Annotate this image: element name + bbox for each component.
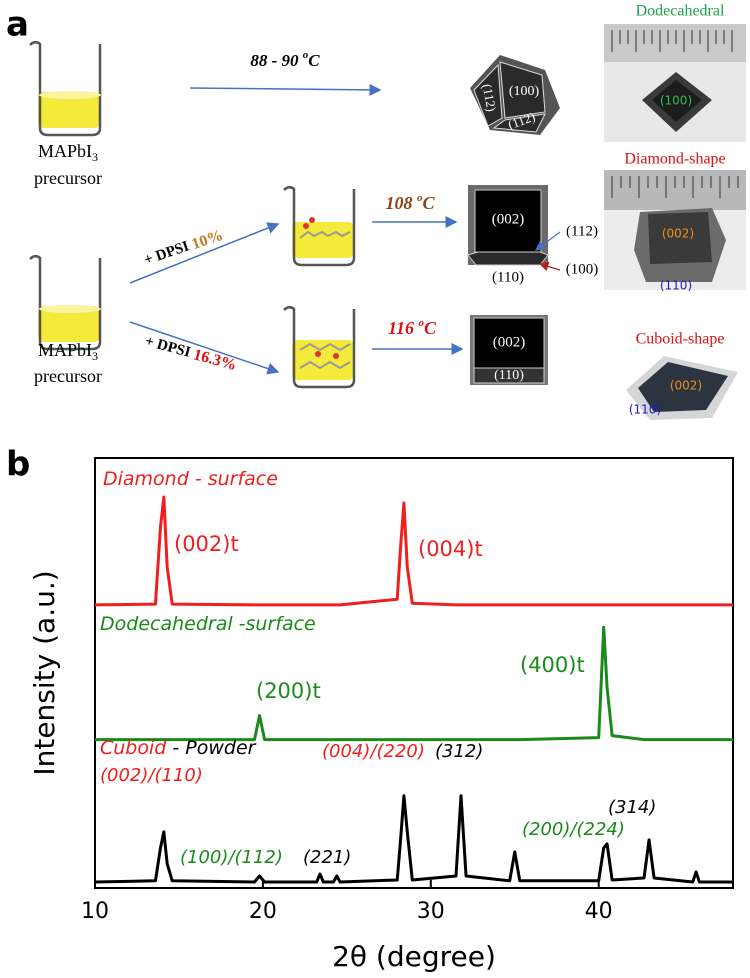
- photo-title: Diamond-shape: [624, 151, 725, 168]
- beaker: [283, 186, 356, 267]
- temp-value: 88 - 90: [250, 51, 302, 70]
- temperature: 108 oC: [385, 192, 435, 214]
- peak-label: (002)/(110): [100, 765, 203, 786]
- additive-name: + DPSI: [143, 334, 196, 362]
- crystal-dodecahedral: [470, 55, 560, 135]
- panel-label: b: [6, 445, 30, 485]
- series-name-suffix: - Powder: [166, 737, 256, 759]
- formula: MAPbI: [38, 141, 92, 161]
- temperature: 88 - 90 oC: [250, 49, 320, 70]
- temp-sup: o: [303, 49, 309, 61]
- beaker: [29, 255, 102, 351]
- temp-sup: o: [419, 317, 425, 329]
- x-tick-label: 40: [585, 899, 613, 924]
- face-label: (112): [480, 83, 500, 113]
- series-name: Dodecahedral -surface: [100, 613, 316, 635]
- peak-label: (400)t: [520, 653, 585, 677]
- precursor-name: MAPbI3: [38, 141, 98, 164]
- x-tick-label: 30: [417, 899, 445, 924]
- temp-unit: C: [424, 318, 437, 338]
- additive: + DPSI 16.3%: [143, 333, 238, 374]
- temp-unit: C: [308, 51, 320, 70]
- crystal-diamond: [467, 185, 549, 266]
- peak-label: (221): [303, 847, 351, 868]
- peak-label: (200)t: [256, 679, 321, 703]
- additive-name: + DPSI: [142, 238, 195, 269]
- temp-value: 116: [388, 318, 419, 338]
- face-label: (100): [566, 261, 599, 277]
- peak-label: (004)/(220): [322, 741, 425, 762]
- plot: 10 20 30 40 Diamond - surface Dodecahedral -s…: [81, 468, 733, 924]
- series-line: [94, 794, 733, 884]
- peak-label: (002)t: [174, 532, 239, 556]
- temp-sup: o: [417, 192, 423, 204]
- face-label: (112): [566, 223, 598, 239]
- beaker: [29, 41, 102, 137]
- photo: [626, 356, 738, 420]
- peak-label: (312): [435, 741, 483, 762]
- photo-face: (100): [660, 94, 692, 108]
- x-tick-label: 10: [81, 899, 109, 924]
- photo: [604, 170, 746, 290]
- pointer: [535, 231, 561, 251]
- photo-title: Dodecahedral: [636, 3, 725, 20]
- series-label: Dodecahedral -surface: [100, 613, 316, 635]
- temp-value: 108: [385, 193, 417, 213]
- subscript: 3: [92, 349, 98, 363]
- additive-amount: 10%: [189, 226, 225, 252]
- series-line: [94, 495, 733, 607]
- face-label: (002): [492, 211, 525, 227]
- face-label: (002): [493, 334, 526, 350]
- series-line: [95, 625, 733, 742]
- additive-amount: 16.3%: [192, 346, 239, 374]
- photo-face: (002): [670, 379, 702, 393]
- temp-unit: C: [422, 193, 435, 213]
- photo-face: (110): [660, 279, 692, 293]
- plot-frame: [94, 457, 734, 889]
- series-label: Diamond - surface: [103, 468, 278, 490]
- x-tick-label: 20: [249, 899, 277, 924]
- additive: + DPSI 10%: [142, 226, 225, 269]
- peak-label: (004)t: [418, 537, 483, 561]
- face-label: (110): [494, 368, 524, 383]
- precursor-name: MAPbI3: [38, 340, 98, 363]
- series-name: Diamond - surface: [103, 468, 278, 490]
- precursor-word: precursor: [34, 168, 102, 188]
- face-label: (110): [492, 269, 524, 285]
- series-name: Cuboid: [100, 737, 167, 759]
- x-axis-label: 2θ (degree): [332, 940, 496, 973]
- peak-label: (100)/(112): [180, 847, 283, 868]
- face-label: (100): [509, 84, 540, 99]
- panel-label: a: [6, 5, 29, 45]
- peak-label: (314): [608, 797, 656, 818]
- subscript: 3: [92, 150, 98, 164]
- arrow: [189, 83, 382, 96]
- precursor-word: precursor: [34, 366, 102, 386]
- photo-face: (002): [662, 227, 694, 241]
- photo: [604, 24, 746, 142]
- photo-title: Cuboid-shape: [636, 331, 725, 348]
- crystal-cuboid: [470, 315, 548, 385]
- pointer: [538, 261, 561, 272]
- arrow: [129, 321, 280, 375]
- arrow: [129, 222, 280, 284]
- formula: MAPbI: [38, 340, 92, 360]
- beaker: [283, 306, 356, 389]
- temperature: 116 oC: [388, 317, 437, 339]
- y-axis-label: Intensity (a.u.): [28, 570, 61, 775]
- peak-label: (200)/(224): [522, 819, 625, 840]
- series-label: Cuboid - Powder: [100, 737, 257, 759]
- photo-face: (110): [629, 403, 661, 417]
